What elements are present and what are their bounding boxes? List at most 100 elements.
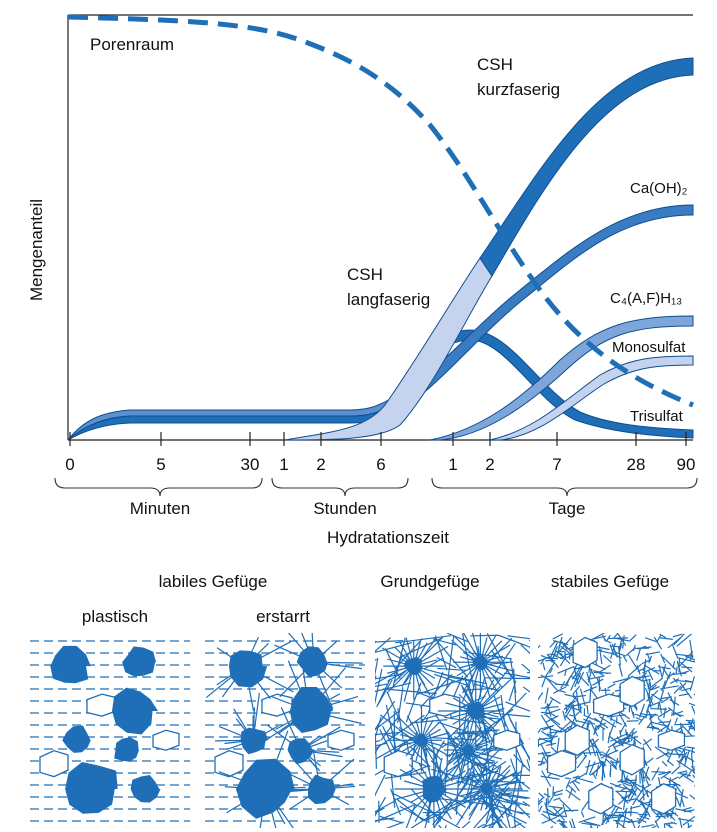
- fiber: [546, 742, 557, 747]
- cement-grain: [465, 701, 485, 719]
- fiber: [616, 816, 620, 828]
- fiber: [397, 708, 404, 739]
- fiber: [678, 818, 694, 822]
- microstructure: [538, 633, 695, 828]
- fiber: [647, 678, 651, 690]
- fiber: [395, 635, 451, 644]
- fiber: [644, 687, 654, 706]
- fiber: [651, 809, 661, 819]
- fiber: [621, 769, 624, 782]
- fiber: [518, 827, 520, 828]
- fiber: [570, 675, 578, 681]
- fiber: [621, 793, 632, 800]
- fiber: [529, 826, 530, 828]
- fiber: [546, 703, 552, 717]
- fiber: [682, 806, 692, 811]
- fiber: [618, 638, 623, 651]
- fiber: [509, 718, 525, 745]
- fiber: [450, 749, 469, 780]
- fiber: [660, 771, 672, 779]
- fiber: [581, 822, 597, 826]
- fiber: [540, 714, 552, 731]
- structure-title: Grundgefüge: [380, 572, 479, 591]
- fiber: [641, 767, 645, 782]
- fiber: [586, 705, 589, 715]
- fiber: [556, 820, 567, 823]
- fiber: [654, 820, 660, 828]
- fiber: [639, 815, 650, 820]
- crystal: [657, 729, 686, 751]
- fiber: [612, 633, 619, 639]
- fiber: [548, 792, 556, 804]
- fiber: [375, 774, 386, 797]
- crystal: [383, 749, 413, 778]
- fiber: [521, 663, 530, 673]
- fiber: [538, 737, 548, 741]
- fiber: [569, 820, 573, 828]
- fiber: [548, 805, 563, 809]
- fiber: [677, 751, 688, 764]
- fiber: [609, 768, 612, 776]
- fiber: [666, 822, 676, 825]
- fiber: [662, 656, 677, 671]
- fiber: [564, 667, 577, 686]
- fiber: [384, 648, 401, 680]
- fiber: [558, 720, 573, 733]
- fiber: [679, 682, 687, 691]
- crystal: [546, 749, 577, 778]
- fiber: [577, 671, 585, 685]
- fiber: [592, 662, 606, 671]
- fiber: [602, 654, 613, 664]
- fiber: [603, 638, 612, 644]
- cement-grain: [240, 727, 269, 755]
- fiber: [385, 821, 405, 828]
- fiber: [538, 727, 542, 734]
- fiber: [549, 813, 566, 818]
- fiber: [375, 673, 402, 680]
- fiber: [642, 646, 652, 649]
- crystal: [588, 783, 614, 815]
- fiber: [485, 766, 502, 823]
- fiber: [592, 633, 605, 640]
- fiber: [621, 781, 631, 787]
- fiber: [642, 667, 656, 674]
- curves: [67, 14, 694, 441]
- fiber: [641, 824, 655, 828]
- fiber: [672, 696, 676, 716]
- structure-title: stabiles Gefüge: [551, 572, 669, 591]
- fiber: [582, 751, 587, 758]
- fiber: [651, 767, 660, 781]
- fiber: [686, 769, 693, 778]
- fiber: [483, 799, 501, 828]
- fiber: [641, 659, 650, 665]
- fiber: [611, 805, 617, 814]
- fiber: [644, 766, 650, 778]
- fiber: [522, 686, 530, 693]
- fiber: [559, 798, 573, 813]
- fiber: [544, 687, 549, 704]
- fiber: [598, 646, 603, 665]
- fiber: [493, 769, 511, 788]
- fiber: [558, 810, 566, 817]
- monosulfat-band: [489, 355, 694, 441]
- fiber: [476, 823, 485, 828]
- fiber: [375, 637, 392, 653]
- fiber: [675, 666, 678, 674]
- fiber: [585, 713, 592, 722]
- curve-label: langfaserig: [347, 290, 430, 309]
- group-label: Minuten: [130, 499, 190, 518]
- fiber: [609, 717, 623, 726]
- microstructure: [375, 633, 530, 828]
- fiber: [689, 794, 695, 800]
- fiber: [622, 635, 625, 649]
- fiber: [375, 714, 425, 750]
- fiber: [607, 722, 615, 740]
- cement-grain: [481, 782, 493, 796]
- fiber: [503, 804, 511, 828]
- fiber: [646, 714, 659, 716]
- fiber: [575, 691, 580, 711]
- fiber: [538, 751, 551, 755]
- structure-subtitle: erstarrt: [256, 607, 310, 626]
- fiber: [541, 816, 558, 824]
- fiber: [692, 774, 695, 779]
